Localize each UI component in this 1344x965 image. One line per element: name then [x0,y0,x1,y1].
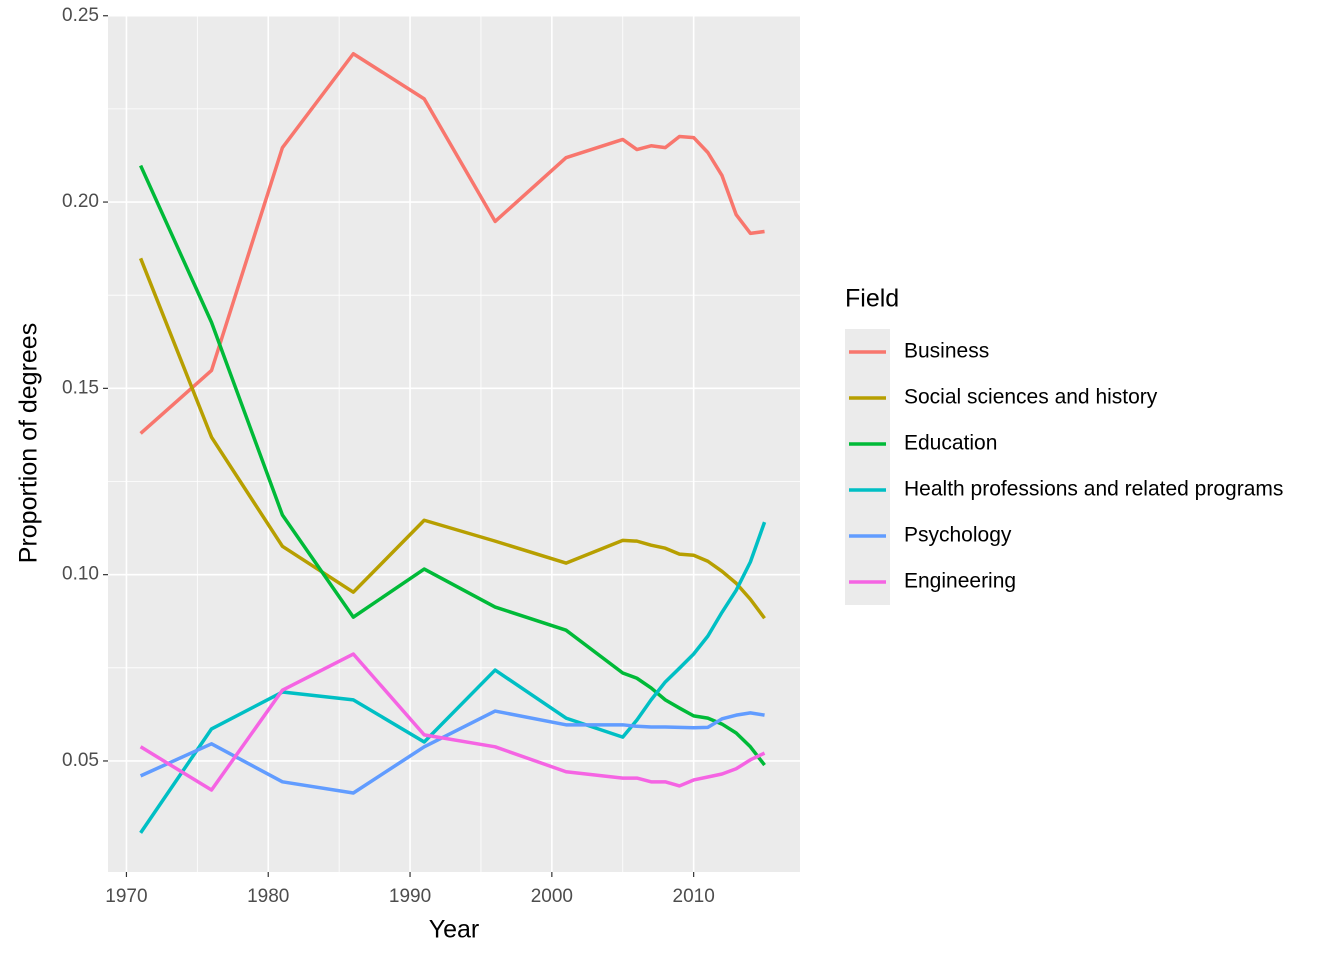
legend-label: Social sciences and history [904,386,1158,409]
axes: 0.05 0.10 0.15 0.20 0.25 1970 1980 1990 2000 2010 [62,5,715,907]
x-tick-label: 1980 [247,886,289,907]
series-line [139,521,767,834]
y-tick-label: 0.15 [62,377,99,398]
series-line [139,164,766,767]
legend-label: Psychology [904,524,1012,547]
legend-label: Health professions and related programs [904,478,1283,501]
series-line [139,52,765,435]
x-tick-label: 1970 [105,886,147,907]
lines [138,52,767,834]
legend-title: Field [845,285,899,313]
x-axis-title: Year [429,916,480,944]
legend-label: Business [904,340,989,363]
legend-label: Education [904,432,997,455]
grid [108,14,800,872]
x-tick-label: 1990 [389,886,431,907]
series-line [139,652,766,792]
y-tick-label: 0.20 [62,191,99,212]
x-tick-label: 2010 [673,886,715,907]
y-tick-label: 0.25 [62,5,99,26]
legend-label: Engineering [904,570,1016,593]
legend-key-background [845,329,890,605]
y-tick-label: 0.05 [62,750,99,771]
y-tick-label: 0.10 [62,564,99,585]
legend: Field Business Social sciences and histor… [845,285,1283,605]
y-axis-title: Proportion of degrees [15,323,43,563]
series-line [139,709,765,795]
x-tick-label: 2000 [531,886,573,907]
series-line [138,257,766,620]
